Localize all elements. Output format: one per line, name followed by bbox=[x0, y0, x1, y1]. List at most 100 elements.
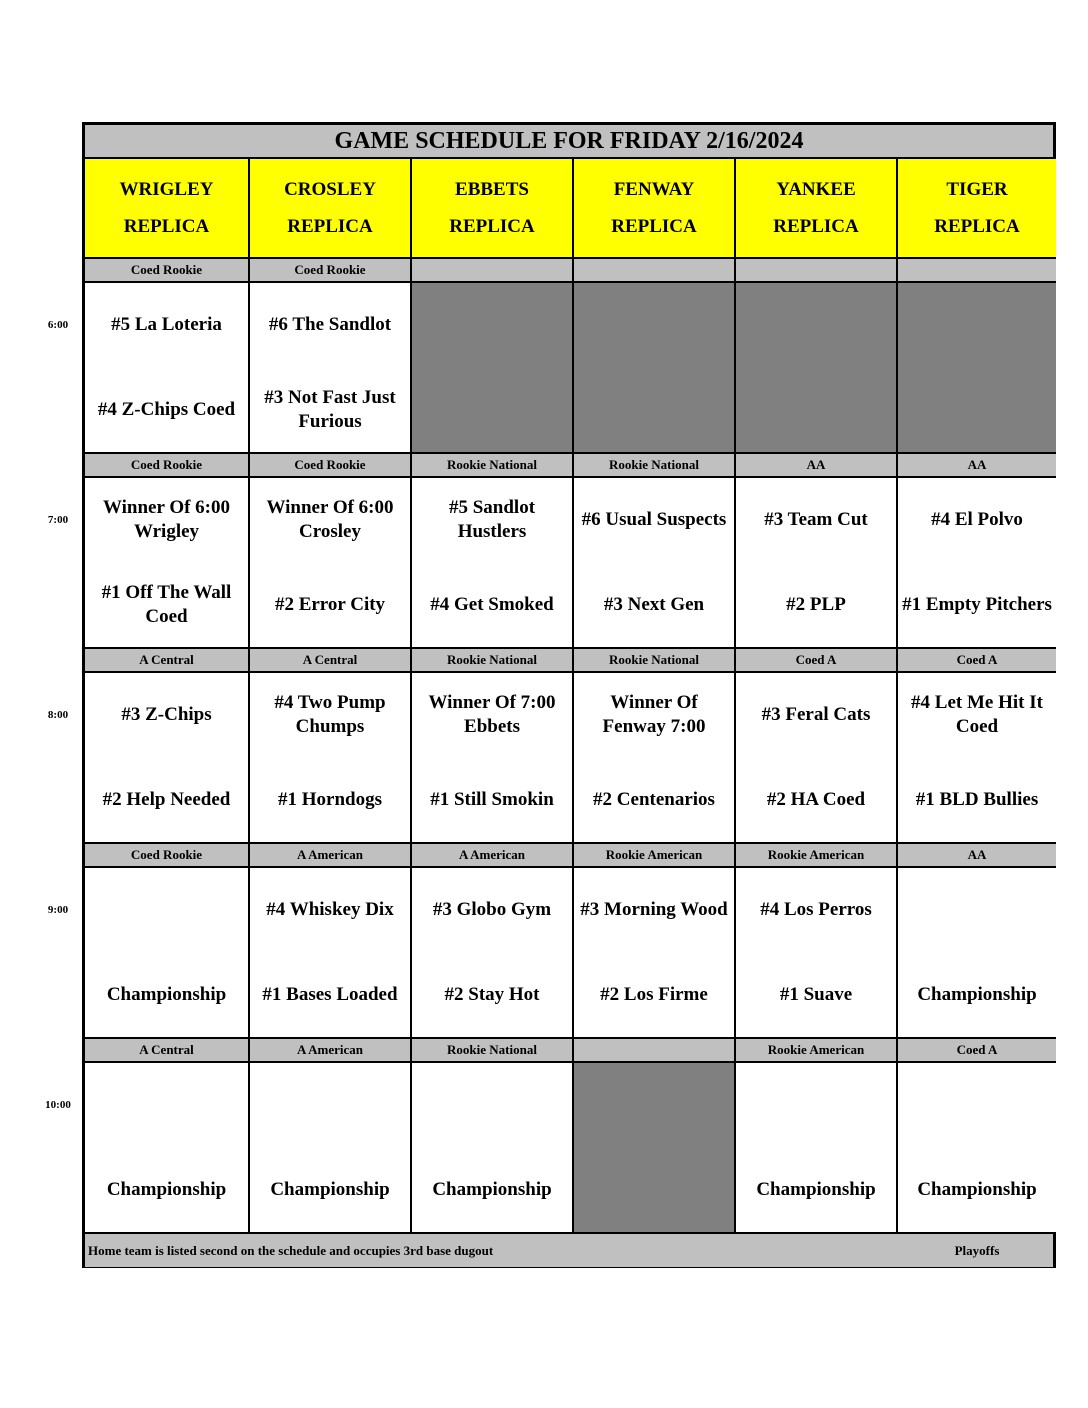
away-team: #3 Feral Cats bbox=[761, 704, 871, 726]
away-team: #6 The Sandlot bbox=[268, 314, 392, 336]
away-team bbox=[898, 1063, 1056, 1148]
league-label: A Central bbox=[250, 649, 410, 671]
game-cell: #4 Two Pump Chumps #1 Horndogs bbox=[250, 673, 410, 842]
unavailable-slot bbox=[898, 283, 1056, 452]
home-team: #2 Los Firme bbox=[600, 983, 708, 1005]
field-subtitle: REPLICA bbox=[934, 216, 1020, 237]
away-team bbox=[250, 1063, 410, 1148]
away-team: Winner Of Fenway 7:00 bbox=[602, 692, 706, 738]
game-cell: #3 Team Cut #2 PLP bbox=[736, 478, 896, 647]
league-name: A American bbox=[458, 847, 526, 862]
home-team: #2 HA Coed bbox=[766, 788, 866, 810]
game-cell: #5 Sandlot Hustlers #4 Get Smoked bbox=[412, 478, 572, 647]
home-team: #2 Error City bbox=[274, 593, 386, 615]
league-label: AA bbox=[736, 454, 896, 476]
away-team: #5 La Loteria bbox=[111, 314, 222, 336]
game-cell: #3 Z-Chips #2 Help Needed bbox=[85, 673, 248, 842]
home-team: #1 Empty Pitchers bbox=[902, 593, 1052, 615]
league-name: Coed Rookie bbox=[130, 847, 203, 862]
game-cell: Championship bbox=[250, 1063, 410, 1232]
unavailable-slot bbox=[412, 283, 572, 452]
home-team: Championship bbox=[917, 1178, 1037, 1200]
league-label: A American bbox=[250, 844, 410, 866]
home-team: #1 Still Smokin bbox=[430, 788, 554, 810]
league-label: Rookie National bbox=[574, 454, 734, 476]
league-label bbox=[898, 259, 1056, 281]
game-cell: Championship bbox=[85, 868, 248, 1037]
game-cell: Winner Of Fenway 7:00 #2 Centenarios bbox=[574, 673, 734, 842]
home-team: Championship bbox=[756, 1178, 876, 1200]
league-label: Rookie American bbox=[574, 844, 734, 866]
home-team: #1 BLD Bullies bbox=[915, 788, 1039, 810]
field-header: TIGER REPLICA bbox=[898, 159, 1056, 257]
game-cell: #3 Globo Gym #2 Stay Hot bbox=[412, 868, 572, 1037]
league-label: Coed Rookie bbox=[85, 259, 248, 281]
league-label bbox=[574, 259, 734, 281]
away-team: #4 Los Perros bbox=[760, 899, 872, 921]
home-team: #3 Not Fast Just Furious bbox=[264, 386, 396, 432]
game-cell: Championship bbox=[412, 1063, 572, 1232]
field-name: TIGER bbox=[946, 179, 1008, 200]
league-label: Coed A bbox=[898, 649, 1056, 671]
league-name: Coed A bbox=[795, 652, 837, 667]
game-cell: #6 Usual Suspects #3 Next Gen bbox=[574, 478, 734, 647]
away-team: #4 Let Me Hit It Coed bbox=[911, 692, 1043, 738]
away-team bbox=[898, 868, 1056, 953]
game-cell: #4 Los Perros #1 Suave bbox=[736, 868, 896, 1037]
game-cell: #4 Whiskey Dix #1 Bases Loaded bbox=[250, 868, 410, 1037]
field-subtitle: REPLICA bbox=[123, 216, 210, 237]
away-team: #3 Globo Gym bbox=[432, 899, 552, 921]
field-subtitle: REPLICA bbox=[287, 216, 373, 237]
game-cell: Championship bbox=[898, 1063, 1056, 1232]
league-label: Rookie National bbox=[412, 454, 572, 476]
home-team: Championship bbox=[106, 983, 227, 1005]
away-team bbox=[85, 1063, 248, 1148]
away-team: Winner Of 7:00 Ebbets bbox=[428, 692, 556, 738]
time-label: 7:00 bbox=[47, 514, 69, 526]
field-name: WRIGLEY bbox=[119, 179, 214, 200]
league-name: Coed A bbox=[956, 652, 998, 667]
home-team: #1 Bases Loaded bbox=[262, 983, 398, 1005]
field-header: CROSLEY REPLICA bbox=[250, 159, 410, 257]
footer-note: Home team is listed second on the schedu… bbox=[85, 1234, 1053, 1267]
away-team: Winner Of 6:00 Wrigley bbox=[102, 497, 231, 543]
schedule-title: GAME SCHEDULE FOR FRIDAY 2/16/2024 bbox=[334, 127, 804, 154]
league-name: Rookie National bbox=[447, 652, 537, 667]
away-team bbox=[736, 1063, 896, 1148]
away-team: #4 Whiskey Dix bbox=[266, 899, 394, 921]
league-name: Rookie National bbox=[447, 457, 537, 472]
unavailable-slot bbox=[574, 1063, 734, 1232]
league-name: A American bbox=[296, 847, 364, 862]
home-team: #1 Horndogs bbox=[278, 788, 382, 810]
league-label: A Central bbox=[85, 649, 248, 671]
league-label: Rookie National bbox=[574, 649, 734, 671]
league-name: A Central bbox=[302, 652, 358, 667]
league-name: Rookie National bbox=[609, 652, 699, 667]
field-subtitle: REPLICA bbox=[449, 216, 535, 237]
game-cell: Winner Of 7:00 Ebbets #1 Still Smokin bbox=[412, 673, 572, 842]
game-cell: Championship bbox=[898, 868, 1056, 1037]
game-cell: Championship bbox=[736, 1063, 896, 1232]
game-cell: #4 El Polvo #1 Empty Pitchers bbox=[898, 478, 1056, 647]
away-team: #6 Usual Suspects bbox=[581, 509, 727, 531]
playoffs-label: Playoffs bbox=[954, 1242, 1000, 1258]
game-cell: Winner Of 6:00 Wrigley #1 Off The Wall Co… bbox=[85, 478, 248, 647]
home-team: Championship bbox=[106, 1178, 227, 1200]
field-header: FENWAY REPLICA bbox=[574, 159, 734, 257]
home-team: #2 PLP bbox=[786, 593, 846, 615]
away-team: Winner Of 6:00 Crosley bbox=[266, 497, 394, 543]
league-name: Rookie National bbox=[609, 457, 699, 472]
league-label: Rookie National bbox=[412, 1039, 572, 1061]
time-label: 10:00 bbox=[45, 1099, 71, 1111]
league-name: Coed Rookie bbox=[130, 457, 203, 472]
unavailable-slot bbox=[736, 283, 896, 452]
league-name: A Central bbox=[139, 652, 194, 667]
home-team: #1 Off The Wall Coed bbox=[101, 581, 232, 627]
field-header: WRIGLEY REPLICA bbox=[85, 159, 248, 257]
time-label: 6:00 bbox=[47, 319, 69, 331]
league-label: Coed Rookie bbox=[250, 259, 410, 281]
home-team: Championship bbox=[270, 1178, 390, 1200]
away-team bbox=[412, 1063, 572, 1148]
game-cell: #5 La Loteria #4 Z-Chips Coed bbox=[85, 283, 248, 452]
league-label: A American bbox=[412, 844, 572, 866]
